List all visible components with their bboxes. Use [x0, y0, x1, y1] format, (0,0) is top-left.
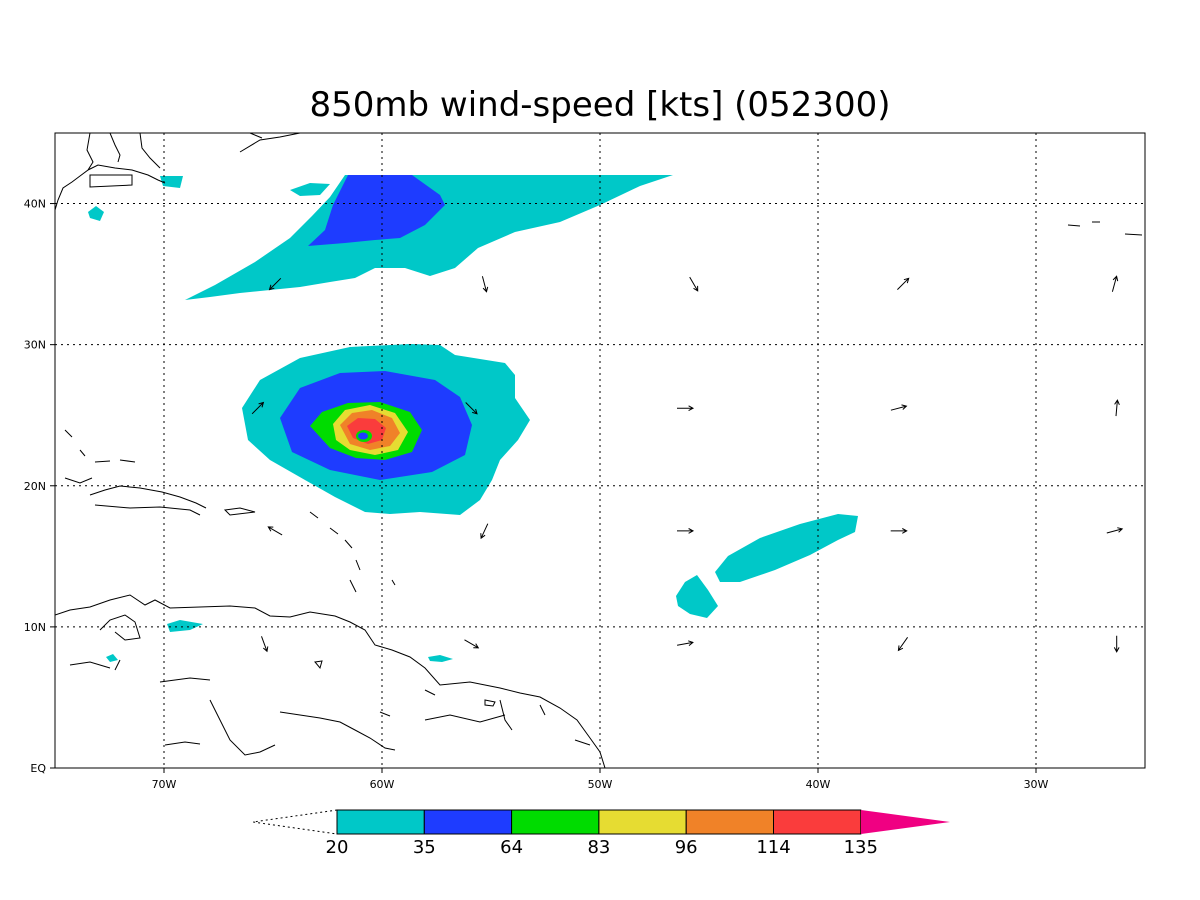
wind-vector-arrow [890, 404, 908, 411]
wind-vector-arrow [897, 637, 909, 652]
colorbar-high-triangle [861, 810, 950, 834]
east-band-shading [106, 514, 858, 662]
colorbar: 20 35 64 83 96 114 135 [252, 809, 950, 858]
coastlines [55, 133, 1143, 768]
lat-tick-label: 40N [24, 198, 46, 211]
lon-tick-label: 30W [1024, 778, 1049, 791]
north-america-coast [55, 133, 301, 211]
wind-vector-arrow [689, 276, 699, 292]
lat-tick-label: 20N [24, 480, 46, 493]
lon-tick-label: 60W [370, 778, 395, 791]
wind-vector-arrow [1114, 399, 1120, 417]
lat-tick-label: 30N [24, 339, 46, 352]
colorbar-level-label: 35 [413, 837, 436, 858]
lon-tick-label: 70W [152, 778, 177, 791]
lon-tick-label: 50W [588, 778, 613, 791]
caribbean-islands-coast [64, 429, 396, 593]
wind-vector-arrow [1106, 527, 1124, 534]
wind-vector-arrow [677, 640, 694, 646]
azores-coast [1067, 221, 1143, 236]
map-title: 850mb wind-speed [kts] (052300) [310, 85, 891, 125]
colorbar-level-label: 135 [844, 837, 878, 858]
wind-vector-arrow [677, 528, 695, 534]
colorbar-swatch [423, 809, 513, 835]
north-jet-shading [88, 175, 673, 300]
colorbar-level-label: 114 [756, 837, 790, 858]
colorbar-level-label: 83 [587, 837, 610, 858]
colorbar-level-label: 96 [675, 837, 698, 858]
lat-tick-label: 10N [24, 621, 46, 634]
colorbar-swatch [598, 809, 687, 835]
wind-vector-arrow [261, 636, 269, 653]
colorbar-swatch [773, 809, 862, 835]
colorbar-swatch [511, 809, 600, 835]
wind-vector-arrow [1111, 275, 1119, 292]
plot-frame [54, 132, 1146, 769]
wind-vector-arrow [897, 277, 910, 290]
wind-vector-arrow [890, 528, 908, 534]
colorbar-level-label: 20 [326, 837, 349, 858]
wind-vector-arrow [268, 277, 282, 291]
wind-vector-arrow [480, 523, 489, 540]
wind-vector-arrow [267, 526, 283, 536]
jet-35kt-fill [308, 175, 445, 246]
plot-area [55, 133, 1145, 768]
graticule [55, 133, 1145, 768]
colorbar-swatch [336, 809, 425, 835]
colorbar-swatch [685, 809, 775, 835]
south-america-coast [55, 594, 606, 768]
wind-vector-arrow [464, 639, 480, 649]
lat-tick-label: EQ [30, 762, 46, 775]
wind-vector-arrow [251, 401, 265, 415]
lon-tick-label: 40W [806, 778, 831, 791]
wind-vector-arrow [1113, 635, 1120, 653]
axis-ticks: 70W 60W 50W 40W 30W EQ 10N 20N 30N 40N [24, 198, 1049, 791]
wind-vectors [251, 275, 1124, 653]
hurricane-shading [242, 344, 530, 515]
colorbar-level-label: 64 [500, 837, 523, 858]
colorbar-low-triangle [252, 809, 338, 835]
wind-vector-arrow [465, 402, 478, 415]
jet-20kt-fill [185, 175, 673, 300]
wind-vector-arrow [677, 405, 695, 412]
wind-vector-arrow [481, 276, 489, 293]
